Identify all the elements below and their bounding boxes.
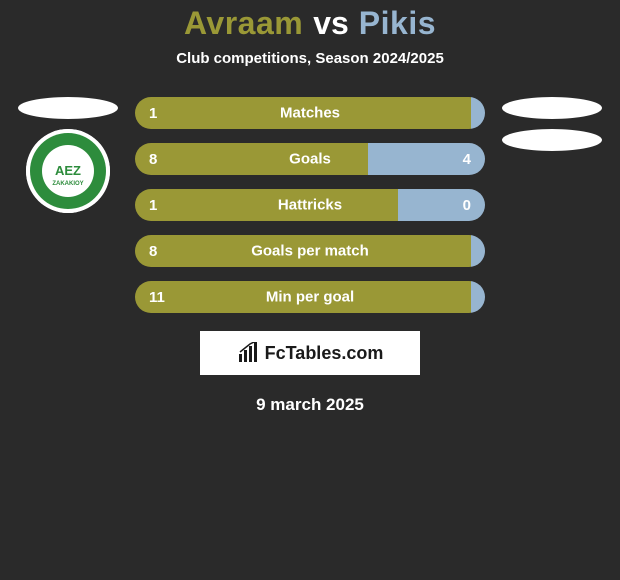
stat-label: Goals per match xyxy=(251,243,369,260)
stat-bar-right xyxy=(471,97,485,129)
crest-svg: AEZ ZAKAKIOY xyxy=(26,129,110,213)
stat-value-right: 4 xyxy=(463,151,471,168)
player1-crest: AEZ ZAKAKIOY xyxy=(26,129,110,213)
player1-pill xyxy=(18,97,118,119)
stat-label: Min per goal xyxy=(266,289,354,306)
stat-value-left: 8 xyxy=(149,243,157,260)
left-side-column: AEZ ZAKAKIOY xyxy=(13,97,123,213)
player2-pill xyxy=(502,97,602,119)
stat-row: 11 Min per goal xyxy=(135,281,485,313)
crest-text: AEZ xyxy=(55,163,81,178)
title-row: Avraam vs Pikis xyxy=(184,5,436,42)
stat-value-left: 11 xyxy=(149,289,165,306)
stat-label: Hattricks xyxy=(278,197,342,214)
stat-row: 1 Matches xyxy=(135,97,485,129)
right-side-column xyxy=(497,97,607,151)
stat-row: 8 Goals per match xyxy=(135,235,485,267)
player1-name: Avraam xyxy=(184,5,303,42)
root-container: Avraam vs Pikis Club competitions, Seaso… xyxy=(0,0,620,415)
stat-bar-left: 1 xyxy=(135,189,398,221)
brand-box[interactable]: FcTables.com xyxy=(200,331,420,375)
stat-bar-right: 4 xyxy=(368,143,485,175)
stat-bar-left: 8 xyxy=(135,143,368,175)
subtitle: Club competitions, Season 2024/2025 xyxy=(176,50,444,67)
svg-text:ZAKAKIOY: ZAKAKIOY xyxy=(52,181,83,187)
player2-crest-placeholder xyxy=(502,129,602,151)
main-row: AEZ ZAKAKIOY 1 Matches 8 4 Goals 1 0 Hattricks 8… xyxy=(0,97,620,313)
stat-value-left: 1 xyxy=(149,197,157,214)
vs-label: vs xyxy=(313,5,349,42)
stat-label: Matches xyxy=(280,105,340,122)
stat-value-right: 0 xyxy=(463,197,471,214)
player2-name: Pikis xyxy=(359,5,436,42)
stat-value-left: 8 xyxy=(149,151,157,168)
date-text: 9 march 2025 xyxy=(256,395,364,415)
stat-row: 8 4 Goals xyxy=(135,143,485,175)
brand-text: FcTables.com xyxy=(265,343,384,364)
stats-column: 1 Matches 8 4 Goals 1 0 Hattricks 8 Goals per mat… xyxy=(135,97,485,313)
stat-label: Goals xyxy=(289,151,331,168)
stat-bar-right: 0 xyxy=(398,189,486,221)
stat-bar-right xyxy=(471,281,485,313)
stat-value-left: 1 xyxy=(149,105,157,122)
stat-bar-right xyxy=(471,235,485,267)
bar-chart-icon xyxy=(237,342,259,364)
stat-row: 1 0 Hattricks xyxy=(135,189,485,221)
